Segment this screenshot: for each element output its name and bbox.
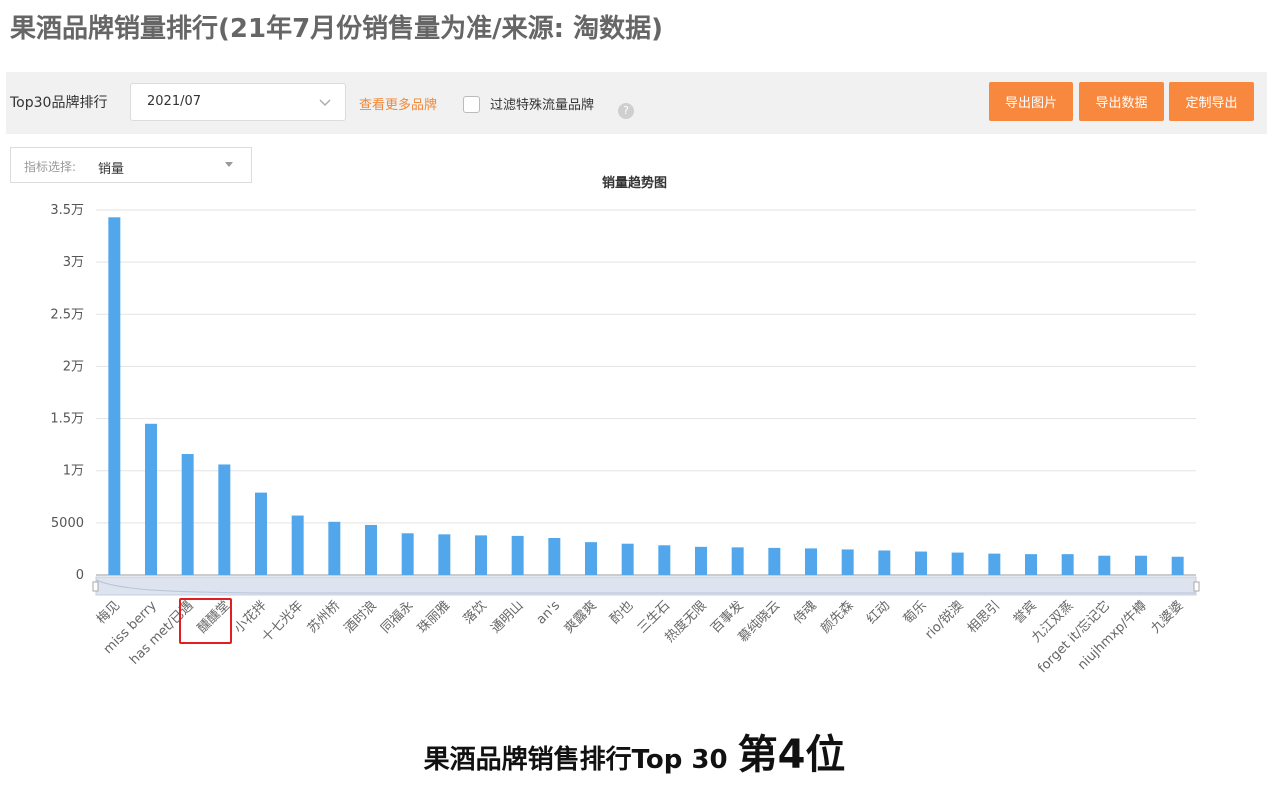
zoom-slider-track (95, 576, 1197, 596)
x-tick-label: 红动 (863, 598, 893, 628)
toolbar: Top30品牌排行 2021/07 查看更多品牌 过滤特殊流量品牌 ? 导出图片… (6, 72, 1267, 134)
y-tick-label: 3万 (63, 255, 84, 270)
zoom-slider-shadow (95, 579, 1196, 594)
bar (108, 217, 121, 576)
bar (585, 542, 597, 575)
x-tick-label: 九婆婆 (1148, 598, 1186, 636)
x-tick-label: 酌也 (607, 598, 636, 627)
bar (621, 543, 634, 575)
bar (805, 548, 817, 575)
bar (328, 521, 341, 575)
bar (1025, 554, 1037, 575)
more-brands-link[interactable]: 查看更多品牌 (359, 98, 438, 113)
y-tick-label: 3.5万 (50, 203, 84, 218)
caret-down-icon (225, 162, 233, 167)
x-tick-label: 通明山 (488, 598, 526, 636)
bar (768, 547, 781, 575)
x-tick-label: an's (534, 598, 564, 628)
filter-label: 过滤特殊流量品牌 (490, 98, 595, 113)
y-tick-label: 1.5万 (50, 412, 84, 427)
bar (1061, 554, 1074, 575)
caption: 果酒品牌销售排行Top 30 第4位 (0, 722, 1269, 780)
x-tick-label: 爽露爽 (562, 598, 600, 636)
metric-select[interactable]: 指标选择: 销量 (10, 147, 252, 183)
bar (731, 547, 744, 575)
custom-export-button[interactable]: 定制导出 (1169, 82, 1254, 121)
metric-select-label: 指标选择: (24, 160, 77, 174)
filter-checkbox[interactable] (463, 96, 480, 113)
x-tick-label: 相思引 (965, 598, 1003, 636)
x-tick-label: 同福永 (378, 598, 416, 636)
page-title: 果酒品牌销量排行(21年7月份销售量为准/来源: 淘数据) (10, 14, 663, 44)
bar (511, 535, 524, 575)
bar (291, 515, 304, 575)
y-tick-label: 2万 (63, 359, 84, 374)
bar (365, 524, 377, 575)
export-data-button[interactable]: 导出数据 (1079, 82, 1164, 121)
rank-highlight-box (179, 598, 232, 644)
metric-select-value: 销量 (98, 162, 125, 177)
zoom-handle-left (92, 581, 99, 592)
x-tick-label: 珠丽雅 (415, 598, 453, 636)
bar (841, 549, 854, 575)
y-tick-label: 2.5万 (50, 307, 84, 322)
bar (401, 533, 414, 575)
chart-title: 销量趋势图 (601, 176, 667, 191)
bar (915, 551, 927, 575)
y-tick-label: 1万 (63, 464, 84, 479)
bar (878, 550, 891, 575)
bar (145, 423, 157, 575)
x-tick-label: 萄乐 (901, 598, 930, 627)
question-icon[interactable]: ? (618, 103, 634, 119)
bar (988, 553, 1001, 575)
zoom-handle-right (1193, 581, 1200, 592)
export-image-button[interactable]: 导出图片 (989, 82, 1073, 121)
x-tick-label: 落饮 (461, 598, 490, 627)
x-tick-label: 酒时浪 (342, 598, 380, 636)
x-tick-label: 苏州桥 (304, 598, 343, 637)
chevron-down-icon (319, 99, 331, 106)
toolbar-label: Top30品牌排行 (10, 95, 108, 111)
bar (475, 535, 487, 575)
y-tick-label: 0 (76, 568, 84, 583)
bar (695, 546, 707, 575)
x-tick-label: 颜先森 (818, 598, 857, 637)
bar (1171, 556, 1184, 575)
bar (181, 454, 194, 575)
y-tick-label: 5000 (51, 516, 84, 531)
x-tick-label: 侍魂 (790, 598, 820, 628)
bar (1135, 555, 1147, 575)
x-tick-label: 梅见 (94, 598, 123, 627)
date-select[interactable]: 2021/07 (130, 83, 346, 121)
caption-main: 果酒品牌销售排行Top 30 (423, 745, 728, 775)
x-tick-label: 誉宾 (1010, 598, 1040, 628)
date-select-value: 2021/07 (147, 94, 202, 109)
caption-rank: 第4位 (737, 732, 846, 778)
bar (548, 537, 561, 575)
bar (255, 492, 267, 575)
bar (218, 464, 231, 575)
bar (1098, 555, 1111, 575)
x-tick-label: rio/锐澳 (922, 598, 967, 643)
bar (438, 534, 451, 575)
bar (658, 545, 671, 575)
bar (951, 552, 964, 575)
